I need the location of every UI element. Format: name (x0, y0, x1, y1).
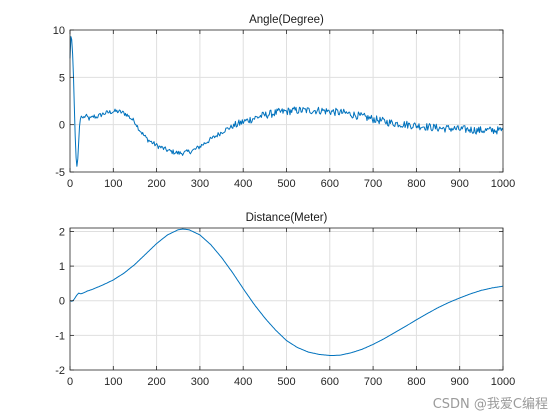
x-tick-label: 0 (67, 178, 73, 190)
x-tick-label: 500 (277, 178, 295, 190)
y-tick-label: -2 (55, 365, 65, 377)
chart-title: Angle(Degree) (249, 14, 324, 26)
x-tick-label: 900 (451, 178, 469, 190)
x-tick-label: 400 (234, 178, 252, 190)
x-tick-label: 700 (364, 178, 382, 190)
y-tick-label: 10 (53, 25, 65, 37)
y-tick-label: 5 (59, 72, 65, 84)
x-tick-label: 300 (191, 376, 209, 388)
x-tick-label: 300 (191, 178, 209, 190)
x-tick-label: 200 (147, 376, 165, 388)
x-tick-label: 200 (147, 178, 165, 190)
x-tick-label: 800 (407, 178, 425, 190)
chart-2: 0 100 200 300 400 500 600 700 800 900 1000 -2 -1 0 1 2 D… (55, 212, 515, 388)
x-tick-label: 800 (407, 376, 425, 388)
x-tick-label: 100 (104, 178, 122, 190)
x-tick-label: 1000 (491, 376, 515, 388)
x-tick-label: 500 (277, 376, 295, 388)
x-tick-label: 700 (364, 376, 382, 388)
watermark: CSDN @我爱C编程 (432, 397, 548, 412)
x-tick-label: 0 (67, 376, 73, 388)
y-tick-label: -1 (55, 330, 65, 342)
x-tick-label: 400 (234, 376, 252, 388)
y-tick-label: 2 (59, 226, 65, 238)
series-line-1 (69, 36, 504, 167)
x-tick-label: 900 (451, 376, 469, 388)
chart-title: Distance(Meter) (246, 212, 328, 224)
x-tick-label: 600 (321, 376, 339, 388)
x-tick-label: 1000 (491, 178, 515, 190)
x-tick-label: 100 (104, 376, 122, 388)
chart-1: 0 100 200 300 400 500 600 700 800 900 1000-50510An… (53, 14, 515, 190)
y-tick-label: -5 (55, 167, 65, 179)
y-tick-label: 0 (59, 120, 65, 132)
x-tick-label: 600 (321, 178, 339, 190)
y-tick-label: 0 (59, 296, 65, 308)
series-line-1 (69, 228, 504, 356)
y-tick-label: 1 (59, 261, 65, 273)
